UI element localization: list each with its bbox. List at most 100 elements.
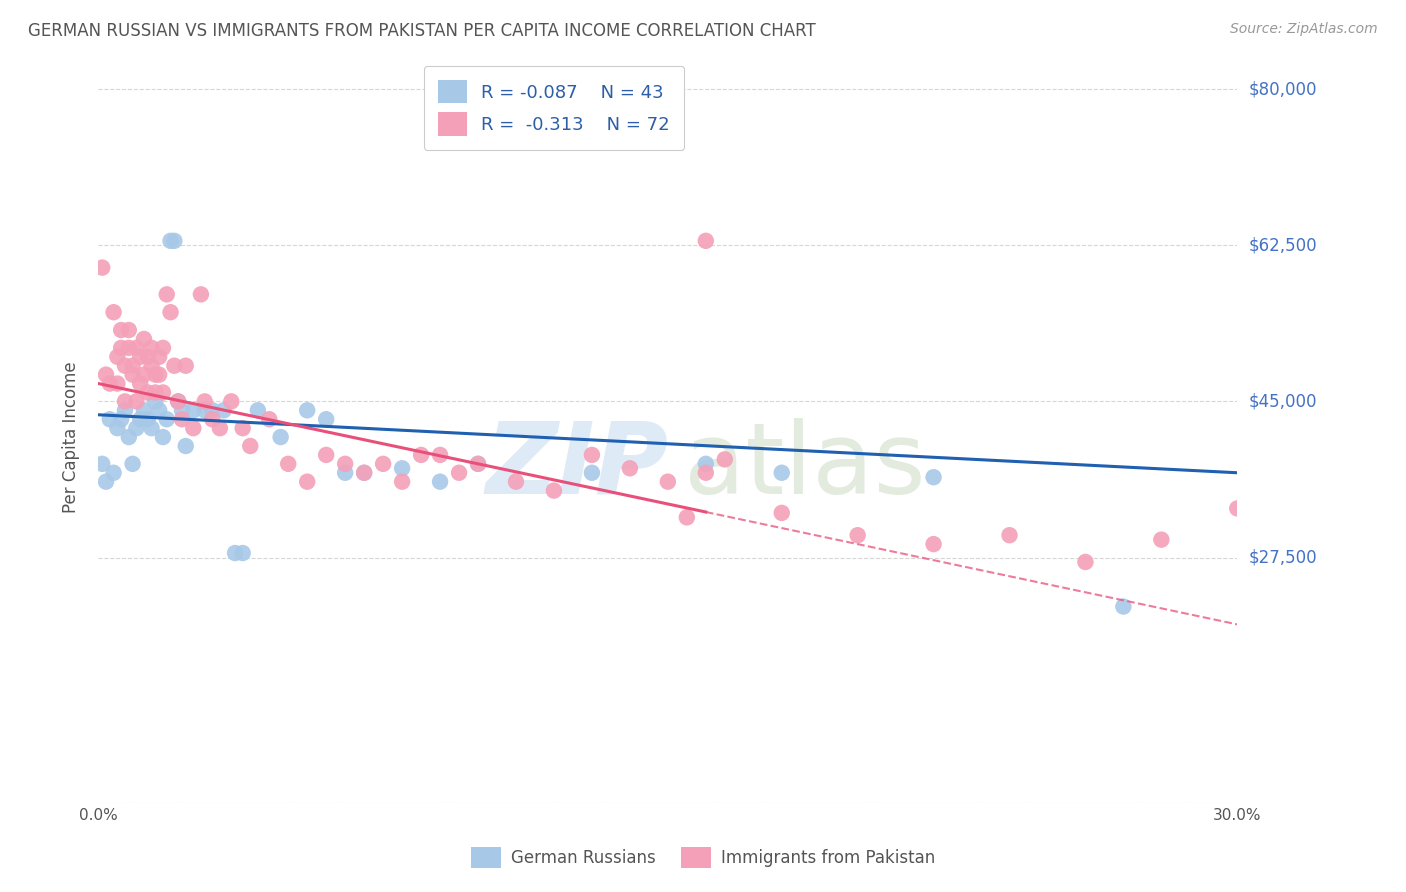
Point [159, 305, 181, 319]
Text: ZIP: ZIP [485, 417, 668, 515]
Point [208, 421, 231, 435]
Point [121, 359, 143, 373]
Point [129, 376, 152, 391]
Point [121, 457, 143, 471]
Point [132, 332, 155, 346]
Point [270, 430, 292, 444]
Point [148, 350, 170, 364]
Legend: R = -0.087    N = 43, R =  -0.313    N = 72: R = -0.087 N = 43, R = -0.313 N = 72 [423, 66, 685, 150]
Point [136, 412, 159, 426]
Text: Source: ZipAtlas.com: Source: ZipAtlas.com [1230, 22, 1378, 37]
Point [467, 457, 489, 471]
Point [922, 470, 945, 484]
Point [391, 475, 413, 489]
Text: $62,500: $62,500 [1249, 236, 1317, 254]
Point [145, 385, 167, 400]
Point [194, 394, 217, 409]
Point [121, 368, 143, 382]
Point [174, 359, 197, 373]
Point [232, 421, 254, 435]
Point [1074, 555, 1097, 569]
Point [107, 421, 129, 435]
Point [152, 385, 174, 400]
Point [259, 412, 281, 426]
Text: $80,000: $80,000 [1249, 80, 1317, 98]
Point [695, 234, 717, 248]
Point [224, 546, 246, 560]
Point [174, 439, 197, 453]
Text: atlas: atlas [683, 417, 925, 515]
Point [148, 368, 170, 382]
Point [1150, 533, 1173, 547]
Point [998, 528, 1021, 542]
Point [194, 403, 217, 417]
Point [118, 430, 141, 444]
Point [129, 350, 152, 364]
Point [118, 323, 141, 337]
Point [239, 439, 262, 453]
Point [770, 466, 793, 480]
Point [103, 466, 125, 480]
Point [110, 323, 132, 337]
Point [141, 341, 163, 355]
Point [114, 403, 136, 417]
Point [315, 448, 337, 462]
Point [167, 394, 190, 409]
Point [132, 368, 155, 382]
Point [371, 457, 394, 471]
Point [163, 359, 186, 373]
Point [543, 483, 565, 498]
Point [695, 466, 717, 480]
Point [467, 457, 489, 471]
Point [429, 448, 451, 462]
Point [107, 350, 129, 364]
Point [125, 394, 148, 409]
Point [676, 510, 699, 524]
Point [190, 287, 212, 301]
Text: $45,000: $45,000 [1249, 392, 1317, 410]
Point [125, 341, 148, 355]
Point [148, 403, 170, 417]
Point [94, 368, 117, 382]
Point [159, 234, 181, 248]
Point [201, 403, 224, 417]
Point [335, 457, 357, 471]
Y-axis label: Per Capita Income: Per Capita Income [62, 361, 80, 513]
Point [505, 475, 527, 489]
Point [156, 287, 179, 301]
Point [277, 457, 299, 471]
Point [152, 430, 174, 444]
Point [581, 466, 603, 480]
Point [232, 546, 254, 560]
Point [212, 403, 235, 417]
Point [110, 412, 132, 426]
Point [132, 403, 155, 417]
Point [619, 461, 641, 475]
Point [98, 412, 121, 426]
Point [581, 448, 603, 462]
Point [353, 466, 375, 480]
Point [129, 412, 152, 426]
Point [315, 412, 337, 426]
Point [94, 475, 117, 489]
Point [183, 421, 205, 435]
Point [141, 359, 163, 373]
Point [246, 403, 269, 417]
Point [714, 452, 737, 467]
Point [353, 466, 375, 480]
Point [98, 376, 121, 391]
Point [170, 403, 193, 417]
Point [118, 341, 141, 355]
Text: $27,500: $27,500 [1249, 549, 1317, 566]
Point [110, 341, 132, 355]
Point [770, 506, 793, 520]
Point [297, 475, 319, 489]
Point [91, 457, 114, 471]
Point [136, 385, 159, 400]
Legend: German Russians, Immigrants from Pakistan: German Russians, Immigrants from Pakista… [464, 840, 942, 875]
Point [297, 403, 319, 417]
Point [657, 475, 679, 489]
Point [145, 394, 167, 409]
Point [103, 305, 125, 319]
Point [201, 412, 224, 426]
